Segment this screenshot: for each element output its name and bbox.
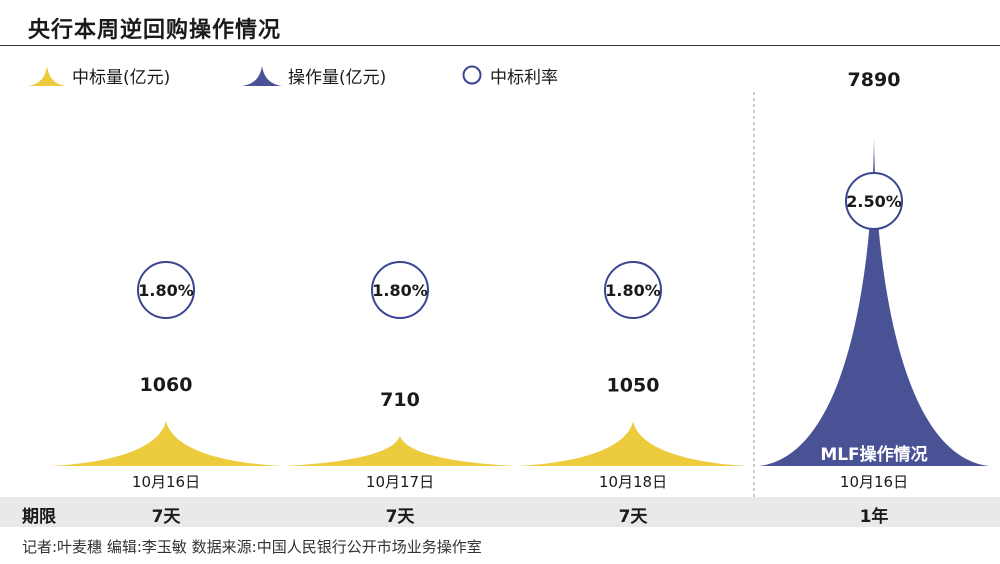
bid-amount-label: 1060: [140, 374, 193, 396]
date-tick-label: 10月17日: [366, 473, 434, 491]
bid-rate-circle: [137, 261, 195, 319]
period-value: 7天: [385, 507, 415, 527]
bid-rate-label: 2.50%: [846, 192, 902, 211]
period-band: [0, 497, 1000, 527]
bid-rate-circle: [604, 261, 662, 319]
mlf-label: MLF操作情况: [820, 444, 927, 465]
date-tick-label: 10月18日: [599, 473, 667, 491]
footer-credits: 记者:叶麦穗 编辑:李玉敏 数据来源:中国人民银行公开市场业务操作室: [22, 538, 482, 556]
bid-rate-label: 1.80%: [605, 281, 661, 300]
page-title: 央行本周逆回购操作情况: [28, 18, 282, 43]
date-tick-label: 10月16日: [132, 473, 200, 491]
date-tick-label: 10月16日: [840, 473, 908, 491]
bid-rate-circle: [371, 261, 429, 319]
chart-svg: 1060 1.80% 10月16日 710 1.80% 10月17日 1050 1.80% 10…: [51, 69, 989, 497]
legend-bid-amount: 中标量(亿元): [28, 62, 170, 88]
circle-icon: [462, 65, 482, 85]
title-divider: [0, 45, 1000, 46]
navy-peak-icon: [242, 66, 282, 86]
bid-rate-label: 1.80%: [138, 281, 194, 300]
bid-rate-label: 1.80%: [372, 281, 428, 300]
period-value: 7天: [618, 507, 648, 527]
operation-amount-peak: [759, 138, 989, 466]
operation-amount-label: 7890: [848, 69, 901, 91]
legend-bid-rate: 中标利率: [460, 62, 558, 88]
legend-operation-amount: 操作量(亿元): [242, 62, 386, 88]
bid-amount-label: 1050: [607, 374, 660, 396]
period-value: 1年: [859, 507, 889, 527]
bid-rate-circle: [845, 172, 903, 230]
period-header: 期限: [22, 507, 56, 527]
legend-bid-amount-label: 中标量(亿元): [72, 67, 171, 88]
legend-operation-amount-label: 操作量(亿元): [288, 67, 387, 88]
bid-amount-label: 710: [380, 389, 420, 411]
period-value: 7天: [151, 507, 181, 527]
bid-amount-peak: [285, 435, 515, 466]
legend-bid-rate-label: 中标利率: [490, 67, 558, 88]
bid-amount-peak: [51, 420, 281, 466]
yellow-peak-icon: [28, 66, 66, 86]
bid-amount-peak: [518, 421, 748, 466]
